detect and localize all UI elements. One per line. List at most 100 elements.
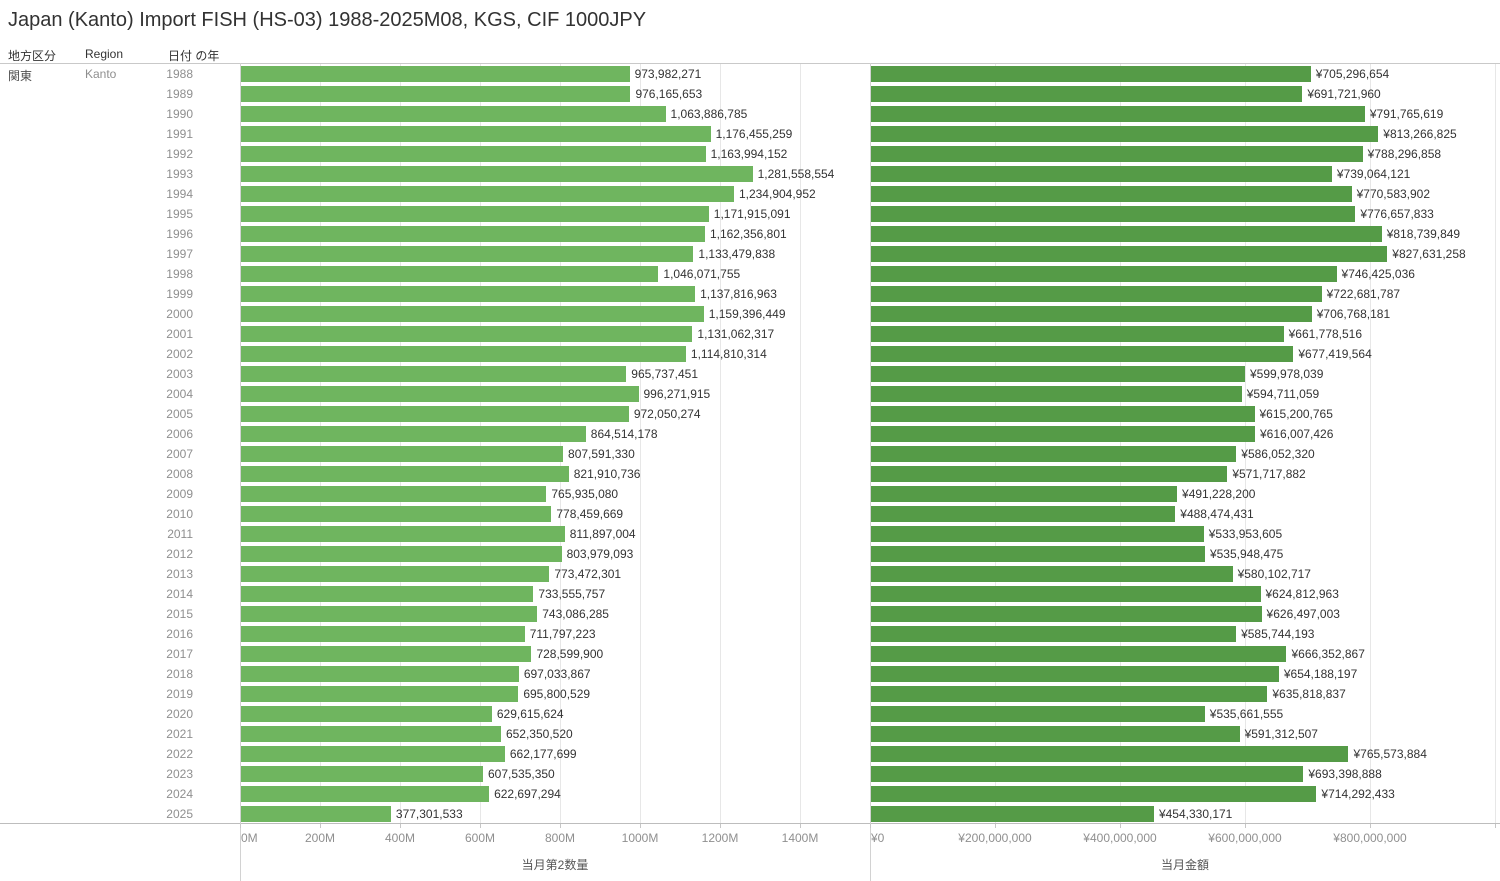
row-member-region-division[interactable]: 関東 [8,69,33,83]
bar-1998[interactable] [240,266,659,282]
bar-2024[interactable] [240,786,490,802]
bar-1990[interactable] [240,106,666,122]
bar-1999[interactable] [240,286,696,302]
year-label[interactable]: 2018 [166,667,193,681]
bar-2003[interactable] [870,366,1245,382]
year-label[interactable]: 2004 [166,387,193,401]
bar-2007[interactable] [240,446,564,462]
bar-2004[interactable] [240,386,639,402]
bar-2017[interactable] [870,646,1287,662]
year-label[interactable]: 2020 [166,707,193,721]
bar-2022[interactable] [870,746,1349,762]
year-label[interactable]: 2025 [166,807,193,821]
bar-2023[interactable] [240,766,483,782]
bar-1992[interactable] [240,146,706,162]
bar-2001[interactable] [870,326,1284,342]
bar-1988[interactable] [870,66,1311,82]
bar-2024[interactable] [870,786,1317,802]
bar-2021[interactable] [240,726,501,742]
bar-2006[interactable] [240,426,586,442]
bar-2001[interactable] [240,326,693,342]
year-label[interactable]: 2006 [166,427,193,441]
bar-1991[interactable] [240,126,711,142]
year-label[interactable]: 2007 [166,447,193,461]
bar-2005[interactable] [870,406,1255,422]
bar-2016[interactable] [870,626,1237,642]
bar-1996[interactable] [240,226,705,242]
bar-2000[interactable] [870,306,1312,322]
year-label[interactable]: 2011 [167,527,193,541]
year-label[interactable]: 2012 [166,547,193,561]
bar-2000[interactable] [240,306,704,322]
column-header-year[interactable]: 日付 の年 [168,49,220,63]
bar-2015[interactable] [240,606,538,622]
bar-1988[interactable] [240,66,630,82]
year-label[interactable]: 2024 [166,787,193,801]
year-label[interactable]: 2019 [166,687,193,701]
bar-2012[interactable] [870,546,1205,562]
bar-2018[interactable] [870,666,1279,682]
year-label[interactable]: 1989 [166,87,193,101]
year-label[interactable]: 1993 [166,167,193,181]
year-label[interactable]: 2017 [166,647,193,661]
year-label[interactable]: 1994 [166,187,193,201]
bar-1989[interactable] [240,86,631,102]
bar-2025[interactable] [870,806,1154,822]
bar-2025[interactable] [240,806,391,822]
bar-2010[interactable] [240,506,552,522]
bar-2014[interactable] [240,586,534,602]
bar-2023[interactable] [870,766,1304,782]
year-label[interactable]: 2015 [166,607,193,621]
bar-2005[interactable] [240,406,629,422]
bar-1993[interactable] [870,166,1332,182]
year-label[interactable]: 2005 [166,407,193,421]
bar-1996[interactable] [870,226,1382,242]
bar-2014[interactable] [870,586,1261,602]
bar-2006[interactable] [870,426,1255,442]
year-label[interactable]: 2008 [166,467,193,481]
bar-1997[interactable] [240,246,694,262]
bar-2021[interactable] [870,726,1240,742]
bar-1995[interactable] [240,206,709,222]
bar-2004[interactable] [870,386,1242,402]
bar-2011[interactable] [240,526,565,542]
year-label[interactable]: 1988 [166,67,193,81]
year-label[interactable]: 2021 [166,727,193,741]
bar-2009[interactable] [870,486,1178,502]
year-label[interactable]: 2010 [166,507,193,521]
bar-1990[interactable] [870,106,1365,122]
year-label[interactable]: 1996 [166,227,193,241]
bar-1998[interactable] [870,266,1337,282]
bar-1995[interactable] [870,206,1356,222]
bar-2020[interactable] [240,706,492,722]
bar-2017[interactable] [240,646,532,662]
bar-2007[interactable] [870,446,1237,462]
year-label[interactable]: 2016 [166,627,193,641]
year-label[interactable]: 2002 [166,347,193,361]
year-label[interactable]: 2001 [166,327,193,341]
bar-2011[interactable] [870,526,1204,542]
bar-2002[interactable] [240,346,686,362]
bar-2019[interactable] [240,686,519,702]
bar-2002[interactable] [870,346,1294,362]
year-label[interactable]: 1995 [166,207,193,221]
bar-2012[interactable] [240,546,562,562]
row-member-region[interactable]: Kanto [85,67,117,81]
column-header-region-division[interactable]: 地方区分 [8,49,57,63]
bar-2013[interactable] [240,566,550,582]
year-label[interactable]: 1990 [166,107,193,121]
year-label[interactable]: 1997 [166,247,193,261]
bar-2018[interactable] [240,666,519,682]
year-label[interactable]: 2014 [166,587,193,601]
bar-1992[interactable] [870,146,1363,162]
year-label[interactable]: 2003 [166,367,193,381]
column-header-region[interactable]: Region [85,47,124,61]
year-label[interactable]: 1991 [166,127,193,141]
bar-2019[interactable] [870,686,1268,702]
bar-2015[interactable] [870,606,1262,622]
bar-1994[interactable] [870,186,1352,202]
bar-2008[interactable] [870,466,1228,482]
bar-1997[interactable] [870,246,1388,262]
year-label[interactable]: 1999 [166,287,193,301]
year-label[interactable]: 2009 [166,487,193,501]
